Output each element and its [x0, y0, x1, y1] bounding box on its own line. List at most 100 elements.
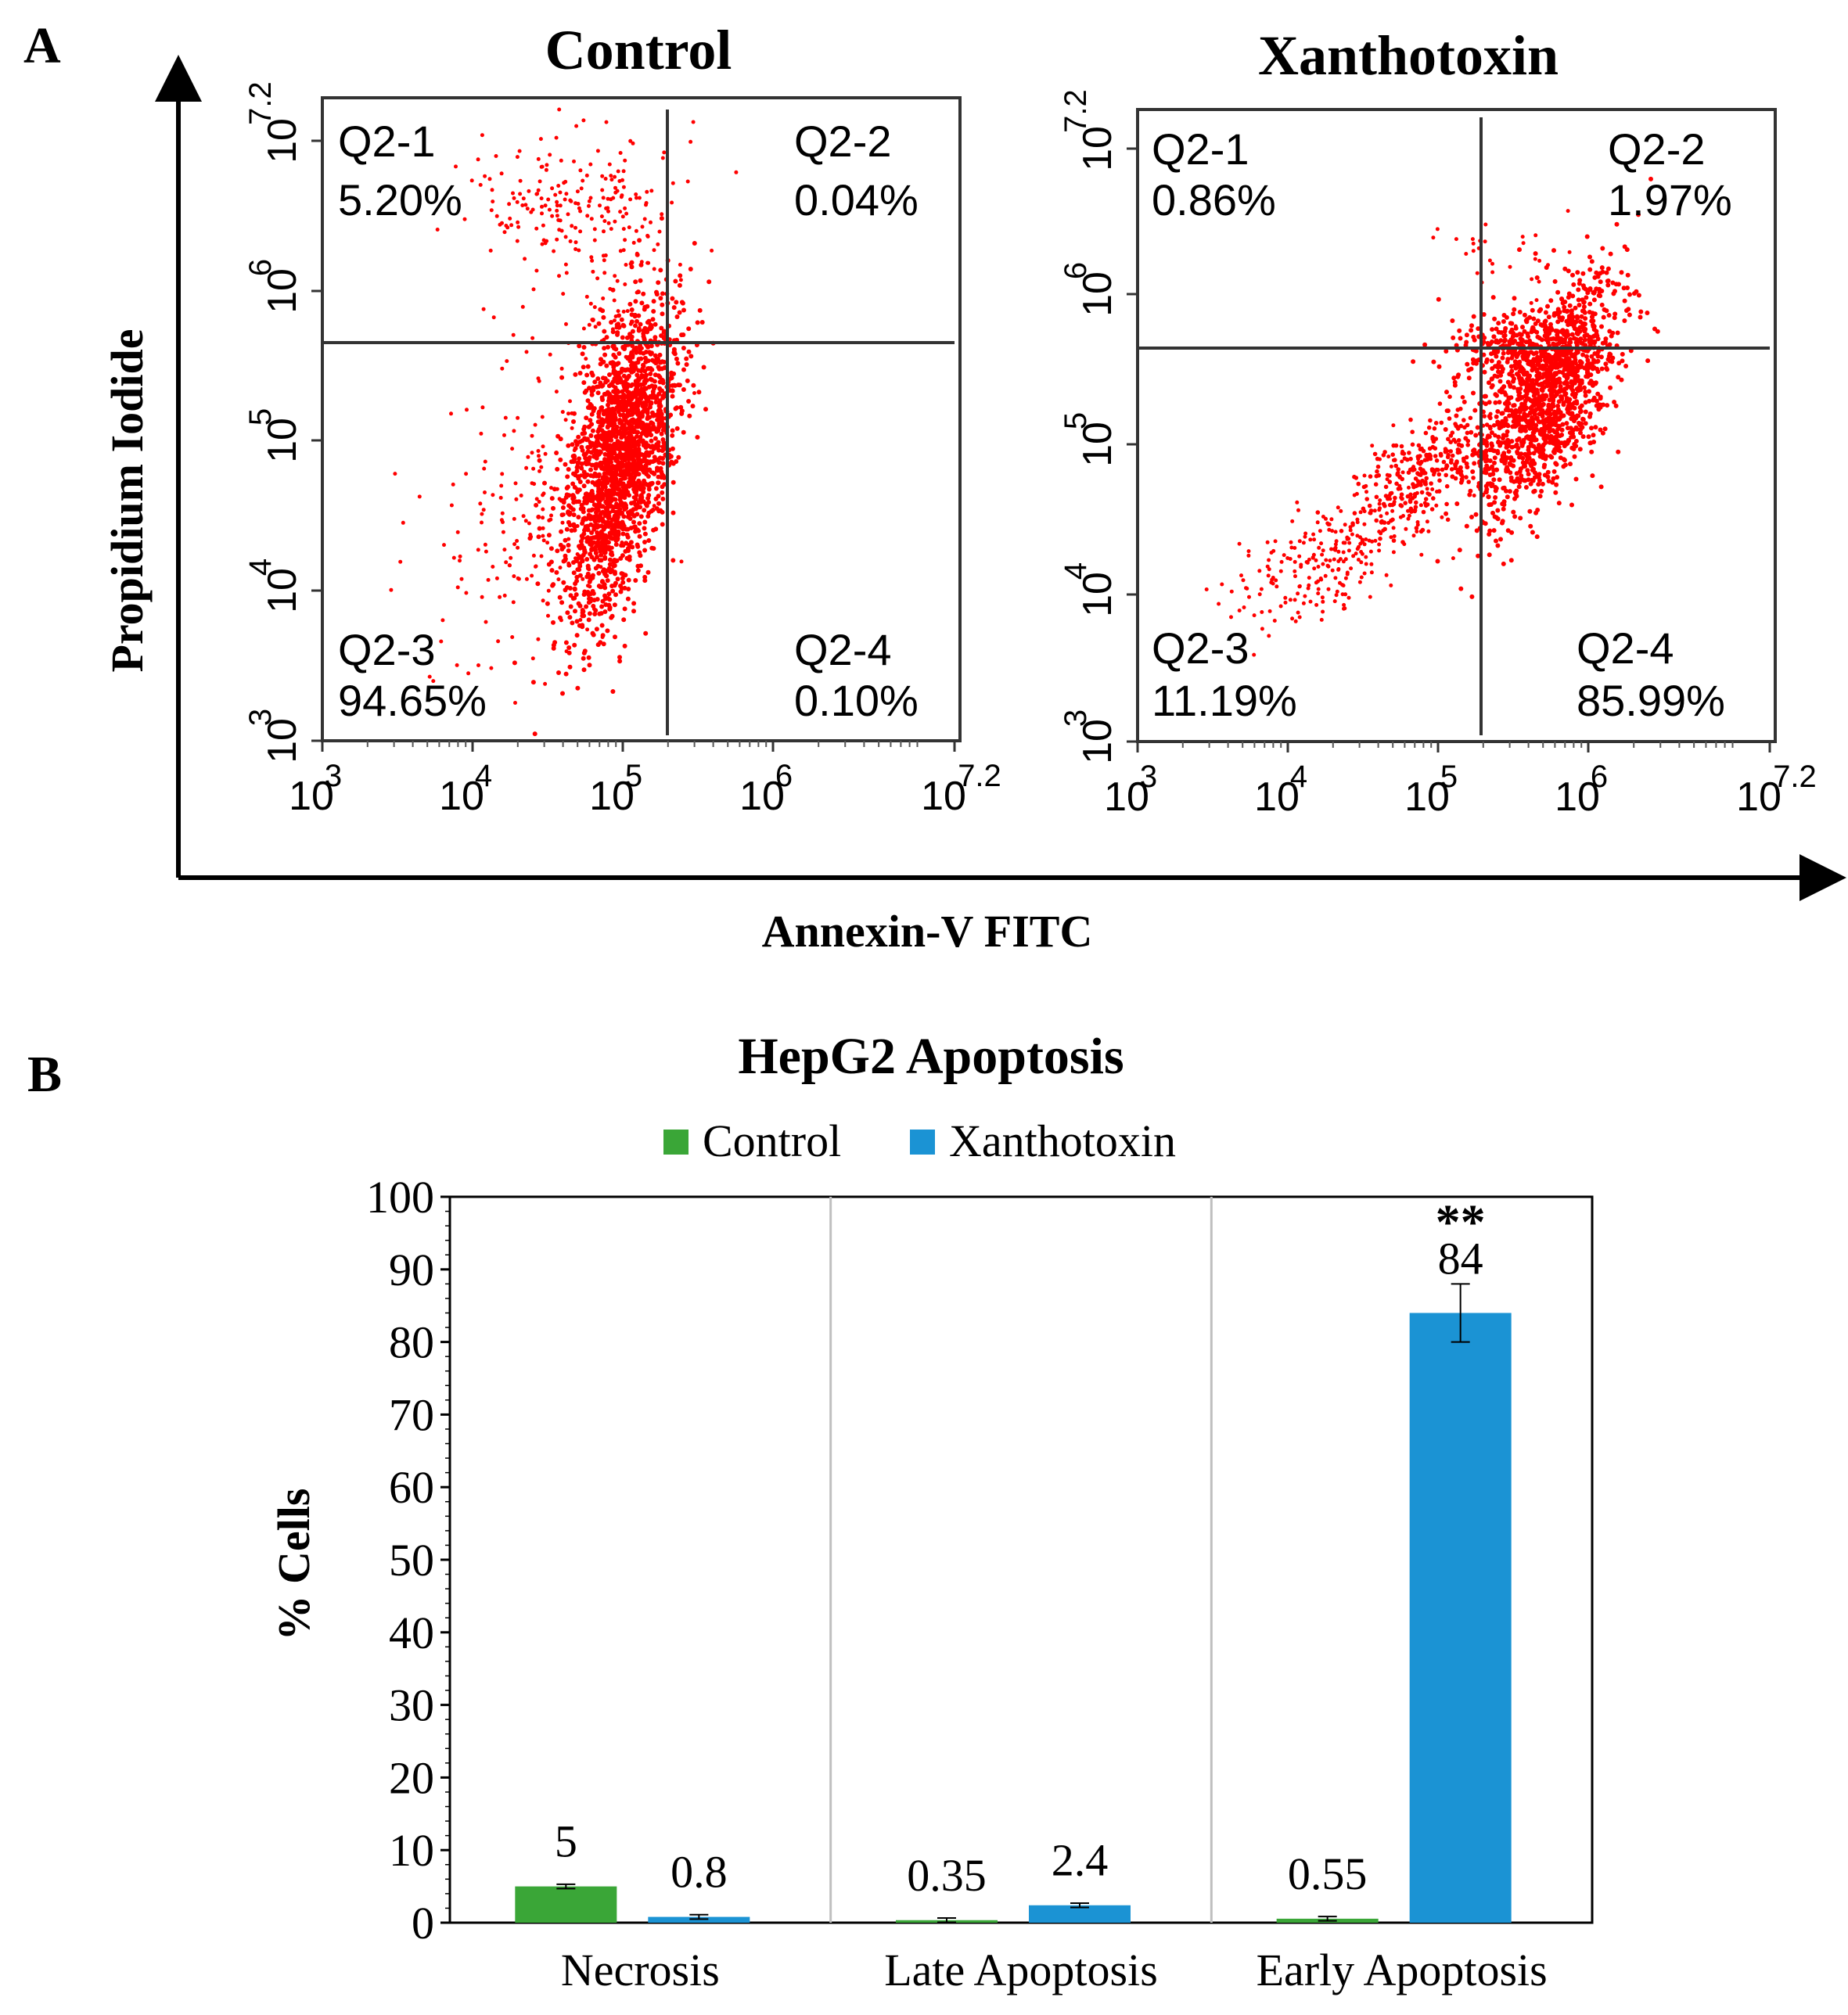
event-dot [631, 601, 637, 606]
event-dot [658, 360, 663, 365]
event-dot [1420, 479, 1425, 483]
event-dot [1562, 304, 1567, 310]
event-dot [1364, 497, 1369, 501]
event-dot [520, 203, 525, 207]
event-dot [561, 292, 566, 296]
event-dot [1464, 332, 1469, 338]
event-dot [577, 248, 581, 253]
event-dot [1439, 453, 1444, 458]
event-dot [1508, 470, 1513, 476]
event-dot [620, 576, 625, 581]
event-dot [628, 261, 633, 266]
event-dot [616, 169, 620, 174]
event-dot [641, 490, 646, 494]
event-dot [1257, 569, 1262, 573]
event-dot [1266, 573, 1271, 578]
event-dot [524, 350, 529, 354]
event-dot [653, 486, 659, 491]
event-dot [1500, 355, 1505, 361]
event-dot [1505, 444, 1510, 450]
event-dot [1530, 530, 1535, 535]
event-dot [688, 267, 693, 271]
event-dot [1571, 365, 1577, 370]
event-dot [599, 214, 604, 219]
event-dot [1426, 491, 1430, 496]
event-dot [1526, 472, 1531, 477]
event-dot [681, 346, 686, 350]
event-dot [614, 530, 620, 536]
event-dot [670, 428, 675, 433]
event-dot [638, 321, 643, 327]
event-dot [1560, 300, 1566, 306]
event-dot [621, 617, 627, 623]
event-dot [641, 458, 646, 464]
event-dot [649, 470, 653, 475]
event-dot [393, 472, 397, 476]
event-dot [638, 494, 643, 500]
event-dot [401, 520, 405, 525]
event-dot [623, 454, 628, 460]
event-dot [674, 459, 679, 464]
event-dot [1537, 419, 1542, 425]
event-dot [557, 594, 563, 600]
event-dot [1359, 560, 1364, 565]
event-dot [530, 680, 536, 685]
event-dot [491, 493, 495, 497]
event-dot [550, 214, 555, 218]
event-dot [585, 498, 590, 504]
event-dot [623, 573, 628, 578]
event-dot [1364, 562, 1368, 566]
event-dot [449, 411, 453, 416]
event-dot [605, 447, 610, 453]
event-dot [1530, 408, 1534, 414]
flow-plot-xanthotoxin: Xanthotoxin 103 104 105 106 107.210310410510… [1059, 24, 1817, 820]
event-dot [534, 502, 539, 508]
event-dot [1569, 314, 1575, 318]
event-dot [1271, 548, 1276, 553]
event-dot [580, 466, 584, 471]
event-dot [644, 328, 649, 333]
event-dot [1308, 599, 1313, 604]
event-dot [658, 414, 663, 419]
event-dot [1419, 552, 1424, 557]
event-dot [585, 364, 591, 369]
event-dot [1316, 565, 1321, 569]
event-dot [1360, 537, 1364, 542]
y-tick-label-group: 103 [1059, 709, 1120, 764]
y-tick-label: 60 [389, 1462, 434, 1513]
event-dot [1514, 372, 1519, 377]
event-dot [635, 424, 641, 429]
event-dot [1554, 482, 1559, 487]
event-dot [575, 685, 581, 691]
event-dot [612, 563, 617, 568]
event-dot [1591, 433, 1596, 438]
event-dot [1403, 501, 1408, 505]
event-dot [648, 459, 653, 465]
event-dot [1345, 535, 1350, 540]
event-dot [620, 580, 626, 585]
event-dot [1352, 493, 1357, 497]
event-dot [628, 352, 634, 357]
event-dot [1648, 176, 1653, 181]
event-dot [591, 606, 596, 611]
event-dot [585, 214, 590, 218]
event-dot [582, 549, 588, 555]
event-dot [630, 343, 635, 348]
event-dot [1552, 278, 1558, 284]
event-dot [573, 592, 579, 598]
event-dot [638, 463, 644, 469]
event-dot [678, 273, 683, 278]
event-dot [653, 353, 658, 358]
event-dot [689, 354, 694, 359]
event-dot [628, 138, 633, 143]
y-tick-label-group: 104 [243, 559, 305, 613]
event-dot [586, 461, 591, 466]
event-dot [512, 542, 517, 547]
event-dot [580, 537, 584, 541]
event-dot [1414, 500, 1418, 505]
event-dot [609, 550, 614, 555]
event-dot [615, 278, 620, 283]
x-tick-exponent: 6 [1591, 760, 1608, 794]
event-dot [1559, 397, 1565, 402]
event-dot [678, 262, 682, 267]
